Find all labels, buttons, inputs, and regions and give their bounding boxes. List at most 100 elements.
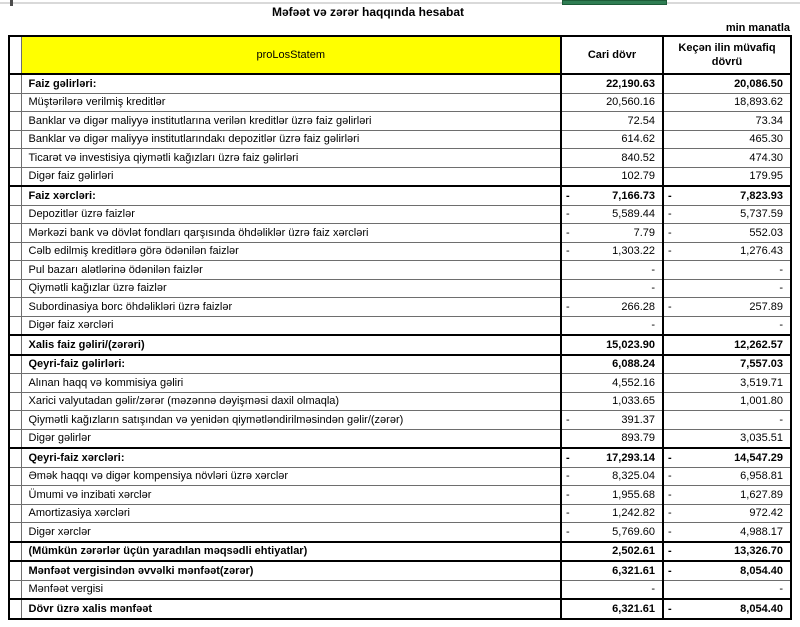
row-label-cell[interactable]: Faiz gəlirləri: bbox=[21, 73, 562, 93]
prolosstatem-header-cell[interactable]: proLosStatem bbox=[21, 36, 562, 75]
row-previous-value-cell[interactable]: - 13,326.70 bbox=[663, 540, 791, 561]
row-current-value-cell[interactable]: 6,321.61 bbox=[561, 598, 664, 619]
row-label-cell[interactable]: Mənfəət vergisindən əvvəlki mənfəət(zərə… bbox=[21, 560, 562, 580]
row-label-cell[interactable]: Depozitlər üzrə faizlər bbox=[21, 204, 562, 224]
row-label-cell[interactable]: Banklar və digər maliyyə institutlarına … bbox=[21, 111, 562, 130]
row-spacer-cell bbox=[9, 373, 22, 392]
row-previous-value-cell[interactable]: 73.34 bbox=[663, 111, 791, 130]
row-previous-value-cell[interactable]: 1,001.80 bbox=[663, 391, 791, 411]
row-previous-value-cell[interactable]: - 7,823.93 bbox=[663, 185, 791, 205]
row-current-value-cell[interactable]: 893.79 bbox=[561, 428, 664, 448]
row-previous-value-cell[interactable]: - 4,988.17 bbox=[663, 522, 791, 542]
row-label-cell[interactable]: Digər xərclər bbox=[21, 522, 562, 542]
row-label-cell[interactable]: Xarici valyutadan gəlir/zərər (məzənnə d… bbox=[21, 391, 562, 411]
row-label-cell[interactable]: Mənfəət vergisi bbox=[21, 579, 562, 599]
row-current-value-cell[interactable]: - 1,303.22 bbox=[561, 241, 664, 261]
row-label-cell[interactable]: Digər faiz gəlirləri bbox=[21, 166, 562, 186]
row-previous-value-cell[interactable]: - bbox=[663, 278, 791, 298]
row-current-value-cell[interactable]: 6,321.61 bbox=[561, 560, 664, 580]
row-current-value-cell[interactable]: 4,552.16 bbox=[561, 373, 664, 392]
row-current-value-cell[interactable]: - bbox=[561, 579, 664, 599]
row-previous-value-cell[interactable]: 3,519.71 bbox=[663, 373, 791, 392]
row-current-value-cell[interactable]: 15,023.90 bbox=[561, 334, 664, 355]
row-previous-value-cell[interactable]: 18,893.62 bbox=[663, 92, 791, 112]
negative-sign: - bbox=[668, 525, 672, 538]
row-current-value-cell[interactable]: - 5,769.60 bbox=[561, 522, 664, 542]
row-label-cell[interactable]: Pul bazarı alətlərinə ödənilən faizlər bbox=[21, 260, 562, 279]
row-label-cell[interactable]: Mərkəzi bank və dövlət fondları qarşısın… bbox=[21, 223, 562, 242]
row-label-cell[interactable]: Dövr üzrə xalis mənfəət bbox=[21, 598, 562, 619]
row-current-value-cell[interactable]: 6,088.24 bbox=[561, 353, 664, 374]
row-current-value-cell[interactable]: 840.52 bbox=[561, 148, 664, 167]
row-current-value-cell[interactable]: - 7,166.73 bbox=[561, 185, 664, 205]
row-current-value-cell[interactable]: 614.62 bbox=[561, 129, 664, 149]
row-previous-value-cell[interactable]: - 257.89 bbox=[663, 297, 791, 316]
row-current-value-cell[interactable]: 102.79 bbox=[561, 166, 664, 186]
table-row: Depozitlər üzrə faizlər -5,589.44 -5,737… bbox=[9, 204, 791, 224]
row-label-cell[interactable]: Müştərilərə verilmiş kreditlər bbox=[21, 92, 562, 112]
row-label-cell[interactable]: Amortizasiya xərcləri bbox=[21, 503, 562, 523]
current-value: 1,033.65 bbox=[612, 395, 655, 408]
row-previous-value-cell[interactable]: 20,086.50 bbox=[663, 73, 791, 93]
row-previous-value-cell[interactable]: - 8,054.40 bbox=[663, 560, 791, 580]
current-value: 7,166.73 bbox=[612, 189, 655, 202]
current-period-header-cell[interactable]: Cari dövr bbox=[561, 36, 664, 75]
row-current-value-cell[interactable]: - 266.28 bbox=[561, 297, 664, 316]
row-previous-value-cell[interactable]: - bbox=[663, 315, 791, 335]
row-label-cell[interactable]: Faiz xərcləri: bbox=[21, 185, 562, 205]
row-previous-value-cell[interactable]: - 6,958.81 bbox=[663, 466, 791, 486]
row-previous-value-cell[interactable]: 465.30 bbox=[663, 129, 791, 149]
previous-value: 3,519.71 bbox=[740, 376, 783, 389]
row-current-value-cell[interactable]: - 8,325.04 bbox=[561, 466, 664, 486]
row-current-value-cell[interactable]: - 17,293.14 bbox=[561, 447, 664, 467]
row-label-cell[interactable]: Banklar və digər maliyyə institutlarında… bbox=[21, 129, 562, 149]
row-previous-value-cell[interactable]: 12,262.57 bbox=[663, 334, 791, 355]
row-current-value-cell[interactable]: 1,033.65 bbox=[561, 391, 664, 411]
row-current-value-cell[interactable]: - bbox=[561, 260, 664, 279]
row-previous-value-cell[interactable]: 3,035.51 bbox=[663, 428, 791, 448]
row-label-cell[interactable]: Cəlb edilmiş kreditlərə görə ödənilən fa… bbox=[21, 241, 562, 261]
row-label-cell[interactable]: Ticarət və investisiya qiymətli kağızlar… bbox=[21, 148, 562, 167]
row-label-cell[interactable]: Qiymətli kağızların satışından və yenidə… bbox=[21, 410, 562, 429]
row-previous-value-cell[interactable]: - 8,054.40 bbox=[663, 598, 791, 619]
row-label-cell[interactable]: (Mümkün zərərlər üçün yaradılan məqsədli… bbox=[21, 540, 562, 561]
row-previous-value-cell[interactable]: - bbox=[663, 579, 791, 599]
row-current-value-cell[interactable]: 2,502.61 bbox=[561, 540, 664, 561]
row-previous-value-cell[interactable]: 7,557.03 bbox=[663, 353, 791, 374]
row-current-value-cell[interactable]: - bbox=[561, 278, 664, 298]
row-label-cell[interactable]: Əmək haqqı və digər kompensiya növləri ü… bbox=[21, 466, 562, 486]
row-previous-value-cell[interactable]: - bbox=[663, 410, 791, 429]
row-label-cell[interactable]: Xalis faiz gəliri/(zərəri) bbox=[21, 334, 562, 355]
row-label-cell[interactable]: Subordinasiya borc öhdəlikləri üzrə faiz… bbox=[21, 297, 562, 316]
row-current-value-cell[interactable]: - 7.79 bbox=[561, 223, 664, 242]
row-current-value-cell[interactable]: 22,190.63 bbox=[561, 73, 664, 93]
top-left-mark bbox=[10, 0, 13, 6]
row-previous-value-cell[interactable]: - bbox=[663, 260, 791, 279]
row-label-cell[interactable]: Qeyri-faiz xərcləri: bbox=[21, 447, 562, 467]
negative-sign: - bbox=[566, 507, 570, 520]
row-label-cell[interactable]: Alınan haqq və kommisiya gəliri bbox=[21, 373, 562, 392]
row-previous-value-cell[interactable]: - 5,737.59 bbox=[663, 204, 791, 224]
negative-sign: - bbox=[566, 226, 570, 239]
row-previous-value-cell[interactable]: 179.95 bbox=[663, 166, 791, 186]
row-current-value-cell[interactable]: - bbox=[561, 315, 664, 335]
current-value: 8,325.04 bbox=[612, 470, 655, 483]
row-current-value-cell[interactable]: - 391.37 bbox=[561, 410, 664, 429]
row-current-value-cell[interactable]: - 1,242.82 bbox=[561, 503, 664, 523]
row-previous-value-cell[interactable]: - 1,627.89 bbox=[663, 485, 791, 504]
row-current-value-cell[interactable]: - 5,589.44 bbox=[561, 204, 664, 224]
row-current-value-cell[interactable]: - 1,955.68 bbox=[561, 485, 664, 504]
row-label-cell[interactable]: Digər gəlirlər bbox=[21, 428, 562, 448]
row-current-value-cell[interactable]: 20,560.16 bbox=[561, 92, 664, 112]
row-label-cell[interactable]: Qeyri-faiz gəlirləri: bbox=[21, 353, 562, 374]
row-previous-value-cell[interactable]: - 552.03 bbox=[663, 223, 791, 242]
row-label-cell[interactable]: Qiymətli kağızlar üzrə faizlər bbox=[21, 278, 562, 298]
row-previous-value-cell[interactable]: - 1,276.43 bbox=[663, 241, 791, 261]
row-label-cell[interactable]: Digər faiz xərcləri bbox=[21, 315, 562, 335]
row-previous-value-cell[interactable]: 474.30 bbox=[663, 148, 791, 167]
row-current-value-cell[interactable]: 72.54 bbox=[561, 111, 664, 130]
row-label-cell[interactable]: Ümumi və inzibati xərclər bbox=[21, 485, 562, 504]
row-previous-value-cell[interactable]: - 14,547.29 bbox=[663, 447, 791, 467]
previous-period-header-cell[interactable]: Keçən ilin müvafiq dövrü bbox=[663, 36, 791, 75]
row-previous-value-cell[interactable]: - 972.42 bbox=[663, 503, 791, 523]
